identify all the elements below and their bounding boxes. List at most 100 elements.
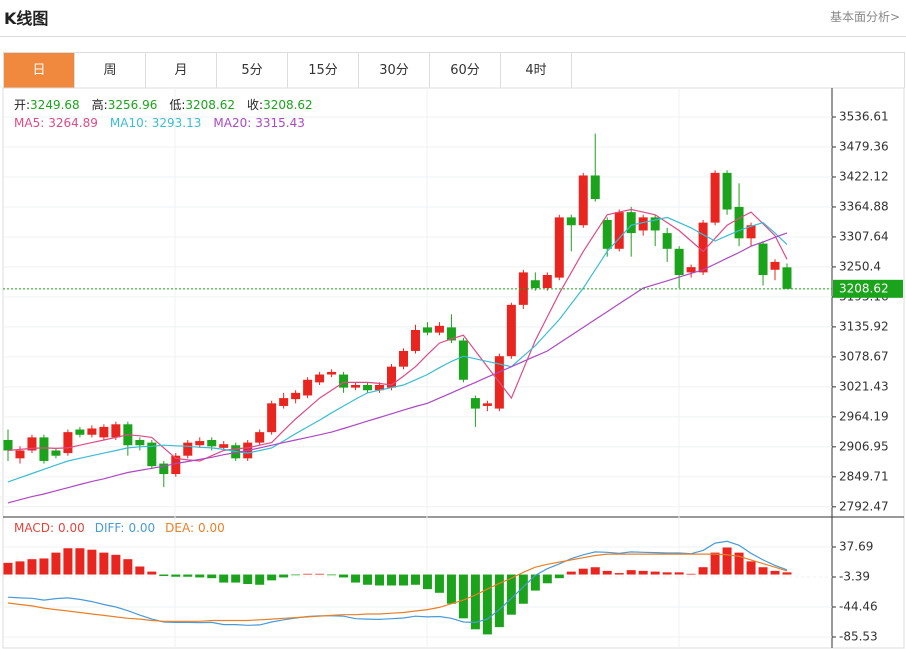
macd-bar	[3, 562, 13, 575]
y-tick-label: 3479.36	[839, 140, 889, 154]
candle-body	[554, 217, 564, 278]
y-tick-label: -44.46	[839, 599, 878, 613]
candle-body	[422, 327, 432, 333]
candle-body	[710, 172, 720, 223]
macd-bar	[662, 572, 672, 575]
macd-bar	[482, 574, 492, 635]
macd-bar	[75, 548, 85, 575]
macd-bar	[422, 574, 432, 590]
quote-value: 3208.62	[263, 98, 313, 112]
macd-bar	[578, 568, 588, 575]
candle-body	[758, 243, 768, 275]
candle-body	[195, 441, 205, 446]
quote-value: 3249.68	[30, 98, 80, 112]
y-tick-label: 3422.12	[839, 169, 889, 183]
candle-body	[63, 432, 73, 454]
y-tick-label: 3250.4	[839, 259, 881, 273]
y-tick-label: 3307.64	[839, 229, 889, 243]
period-tab[interactable]: 日	[4, 53, 75, 88]
macd-bar	[387, 574, 397, 586]
macd-bar	[87, 549, 97, 575]
legend-item: MA10: 3293.13	[110, 116, 202, 130]
macd-bar	[63, 548, 73, 575]
macd-bar	[303, 573, 313, 575]
candle-body	[147, 442, 157, 467]
candle-body	[602, 220, 612, 249]
macd-bar	[554, 574, 564, 579]
quote-label: 低:	[169, 98, 185, 112]
candle-body	[363, 385, 373, 391]
macd-bar	[698, 567, 708, 575]
y-tick-label: 3021.43	[839, 379, 889, 393]
quote-label: 高:	[92, 97, 108, 112]
y-tick-label: 3364.88	[839, 199, 889, 213]
macd-bar	[686, 573, 696, 575]
macd-bar	[782, 572, 792, 575]
macd-bar	[734, 552, 744, 575]
macd-bar	[458, 574, 468, 619]
last-price-tag	[833, 279, 903, 298]
macd-bar	[506, 574, 516, 615]
legend-item: MA5: 3264.89	[14, 116, 98, 130]
macd-bar	[626, 570, 636, 575]
macd-bar	[363, 574, 373, 585]
y-tick-label: 37.69	[839, 540, 873, 554]
candle-body	[87, 428, 97, 435]
candle-body	[111, 424, 121, 438]
candle-body	[638, 217, 648, 231]
period-tab[interactable]: 15分	[288, 53, 359, 88]
candle-body	[207, 440, 217, 447]
macd-bar	[15, 561, 25, 575]
period-tab[interactable]: 60分	[430, 53, 501, 88]
candle-body	[662, 233, 672, 249]
y-tick-label: 3078.67	[839, 349, 889, 363]
legend-value: 0.00	[128, 521, 155, 535]
candle-body	[159, 463, 169, 475]
legend-value: 0.00	[58, 521, 85, 535]
macd-bar	[746, 561, 756, 575]
macd-bar	[315, 573, 325, 575]
macd-bar	[171, 574, 181, 577]
period-tab[interactable]: 4时	[501, 53, 572, 88]
period-tab[interactable]: 5分	[217, 53, 288, 88]
legend-item: DEA: 0.00	[165, 521, 225, 535]
period-tab[interactable]: 月	[146, 53, 217, 88]
candle-body	[410, 330, 420, 351]
macd-bar	[207, 574, 217, 579]
candle-body	[746, 225, 756, 239]
candle-body	[470, 398, 480, 409]
y-tick-label: 2906.95	[839, 439, 889, 453]
macd-bar	[530, 574, 540, 591]
legend-name: DIFF:	[95, 521, 125, 535]
quote-label: 收:	[247, 98, 263, 112]
candle-body	[530, 280, 540, 289]
candle-body	[542, 275, 552, 289]
candle-body	[782, 267, 792, 289]
candle-body	[267, 403, 277, 433]
candle-body	[171, 455, 181, 475]
candle-body	[303, 379, 313, 396]
legend-item: MA20: 3315.43	[213, 116, 305, 130]
candle-body	[375, 385, 385, 391]
y-tick-label: 3135.92	[839, 319, 889, 333]
y-tick-label: -85.53	[839, 629, 878, 643]
period-tab[interactable]: 30分	[359, 53, 430, 88]
period-tab[interactable]: 周	[75, 53, 146, 88]
candle-body	[183, 442, 193, 456]
macd-bar	[446, 574, 456, 604]
fundamental-link[interactable]: 基本面分析>	[829, 10, 900, 24]
quote-item: 开:3249.68	[14, 98, 80, 112]
candle-body	[650, 217, 660, 231]
quote-item: 低:3208.62	[169, 98, 235, 112]
candle-body	[446, 327, 456, 341]
candle-body	[506, 304, 516, 357]
indicator-line	[7, 553, 788, 622]
y-tick-label: 2792.47	[839, 499, 889, 513]
candle-body	[219, 444, 229, 448]
candle-body	[387, 366, 397, 388]
macd-bar	[339, 574, 349, 578]
macd-bar	[327, 574, 337, 576]
macd-bar	[111, 554, 121, 575]
